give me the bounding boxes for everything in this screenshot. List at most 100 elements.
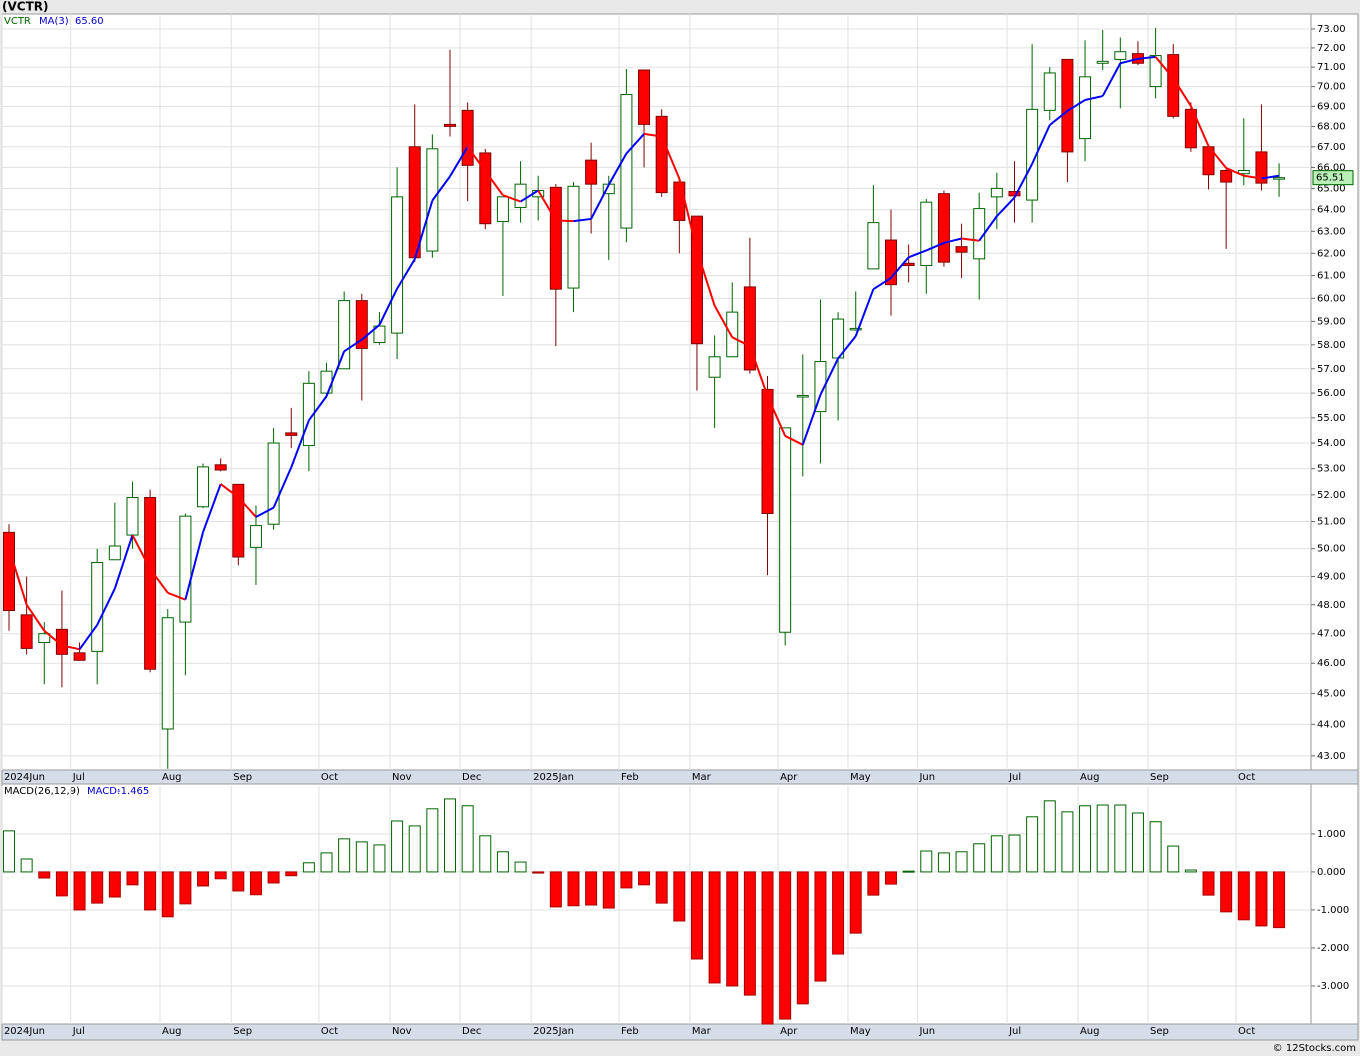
candle-body xyxy=(3,531,15,612)
ma-segment xyxy=(961,237,980,242)
candle-body xyxy=(1096,60,1109,64)
ma-segment xyxy=(272,467,293,508)
y-tick-label: 65.00 xyxy=(1317,183,1346,194)
y-tick-label: 62.00 xyxy=(1317,248,1346,259)
ma-segment xyxy=(290,419,310,468)
macd-bar xyxy=(1079,805,1092,873)
candle-body xyxy=(849,327,862,331)
ma-segment xyxy=(890,256,910,279)
macd-bar xyxy=(144,871,157,911)
candle-body xyxy=(338,300,351,370)
macd-bar xyxy=(1149,821,1162,873)
macd-bar xyxy=(126,871,139,886)
ma-segment xyxy=(466,146,487,172)
candle-body xyxy=(391,196,404,334)
ma-segment xyxy=(131,534,152,570)
y-tick-label: 57.00 xyxy=(1317,364,1346,375)
macd-bar xyxy=(532,871,545,874)
y-tick-label: -3.000 xyxy=(1317,981,1349,992)
macd-bar xyxy=(743,871,756,996)
macd-bar xyxy=(426,808,439,873)
macd-bar xyxy=(373,844,386,873)
chart-title: (VCTR) xyxy=(2,0,49,14)
y-tick-label: 68.00 xyxy=(1317,121,1346,132)
candle-body xyxy=(779,427,792,633)
x-tick-label: 2025Jan xyxy=(533,772,574,783)
x-tick-label: Sep xyxy=(1150,1026,1169,1037)
candle-body xyxy=(1043,72,1056,111)
ma-segment xyxy=(766,395,787,437)
candle-body xyxy=(479,152,492,225)
ma-segment xyxy=(1066,99,1086,112)
macd-bar xyxy=(1026,816,1039,873)
macd-axis xyxy=(1310,783,1359,1025)
candle-body xyxy=(267,442,280,525)
x-tick-label: Oct xyxy=(321,1026,338,1037)
macd-bar xyxy=(885,871,897,885)
ma-segment xyxy=(590,184,610,220)
ma-segment xyxy=(8,548,28,606)
candle-body xyxy=(867,222,880,270)
candle-body xyxy=(197,466,210,508)
macd-bar xyxy=(867,871,880,896)
candle-body xyxy=(567,185,580,289)
macd-bar xyxy=(479,835,492,873)
y-tick-label: 51.00 xyxy=(1317,517,1346,528)
macd-bar xyxy=(726,871,739,987)
candle-body xyxy=(655,115,668,194)
x-tick-label: Jul xyxy=(1008,1026,1021,1037)
x-tick-label: Dec xyxy=(462,1026,481,1037)
candle-body xyxy=(920,201,933,267)
candle-body xyxy=(1255,151,1268,184)
y-tick-label: 72.00 xyxy=(1317,43,1346,54)
ma-segment xyxy=(149,568,169,594)
ma-segment xyxy=(573,217,592,223)
macd-bar xyxy=(1202,871,1215,896)
y-tick-label: 44.00 xyxy=(1317,719,1346,730)
candle-body xyxy=(1079,76,1092,140)
ma-segment xyxy=(237,496,257,518)
ma-segment xyxy=(837,335,857,360)
candle-body xyxy=(638,69,651,125)
ma-segment xyxy=(1243,174,1262,180)
ma-segment xyxy=(431,175,451,202)
price-axis xyxy=(1310,13,1359,771)
x-tick-label: May xyxy=(850,772,871,783)
ma-segment xyxy=(1137,55,1156,60)
ma-segment xyxy=(555,219,574,223)
ma-segment xyxy=(607,153,628,186)
ma-segment xyxy=(1154,56,1175,79)
ma-segment xyxy=(1049,110,1069,126)
candle-body xyxy=(214,464,227,471)
ma-segment xyxy=(202,483,222,533)
candle-body xyxy=(1184,108,1197,149)
ma-segment xyxy=(1225,167,1245,177)
last-price-label: 65.51 xyxy=(1316,173,1345,184)
ma-segment xyxy=(25,604,46,632)
ma-segment xyxy=(396,258,416,290)
candle-body xyxy=(179,515,192,623)
macd-bar xyxy=(285,871,298,877)
candle-body xyxy=(161,617,174,730)
x-tick-label: Sep xyxy=(233,772,252,783)
y-tick-label: 60.00 xyxy=(1317,293,1346,304)
y-tick-label: 0.000 xyxy=(1317,867,1346,878)
candle-body xyxy=(91,562,104,652)
candle-body xyxy=(232,483,245,558)
candle-body xyxy=(108,545,121,561)
x-tick-label: Aug xyxy=(162,1026,182,1037)
macd-bar xyxy=(990,835,1003,873)
candle-body xyxy=(20,614,33,649)
x-tick-label: 2025Jan xyxy=(533,1026,574,1037)
macd-bar xyxy=(267,871,280,884)
macd-bar xyxy=(585,871,598,906)
macd-bar xyxy=(197,871,210,887)
ma-segment xyxy=(731,336,751,347)
candle-body xyxy=(444,123,456,127)
x-tick-label: Jul xyxy=(1008,772,1021,783)
y-tick-label: 54.00 xyxy=(1317,438,1346,449)
ma-segment xyxy=(308,395,328,421)
macd-bar xyxy=(1043,800,1056,873)
candle-body xyxy=(708,356,721,378)
macd-bar xyxy=(1096,804,1109,873)
